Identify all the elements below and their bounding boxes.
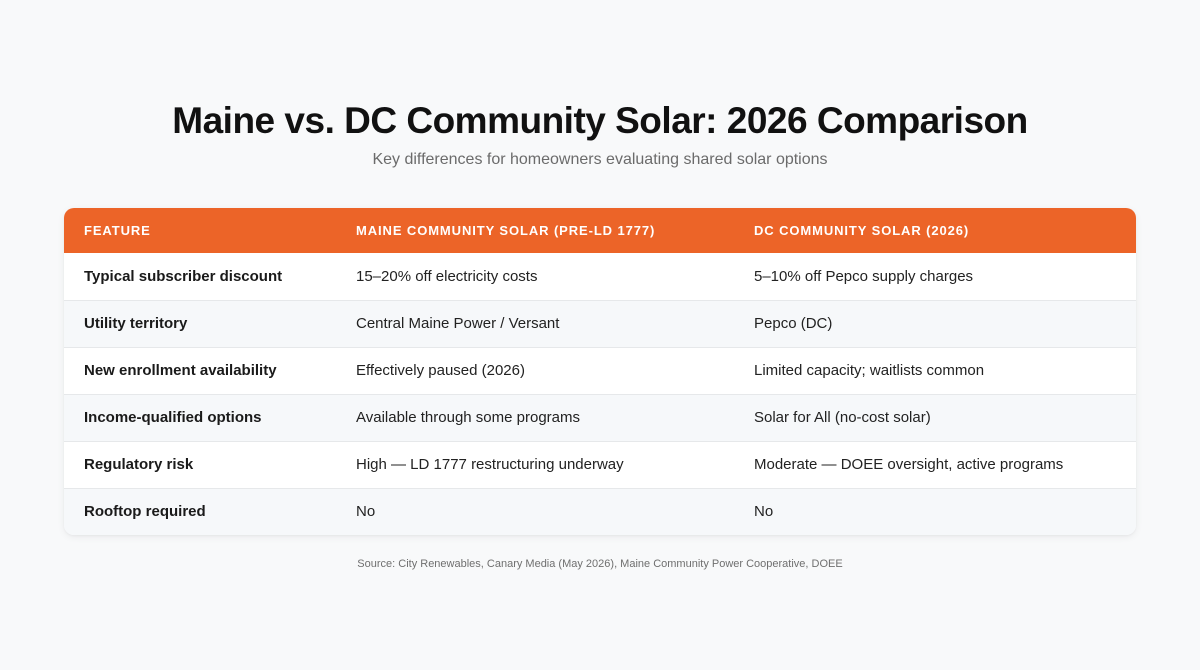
row-feature-label: Typical subscriber discount (84, 267, 283, 285)
table-row: Income-qualified options Available throu… (64, 394, 1136, 441)
row-feature-label: Utility territory (84, 315, 188, 332)
row-dc-value: Moderate — DOEE oversight, active progra… (754, 456, 1064, 473)
table-row: Regulatory risk High — LD 1777 restructu… (64, 441, 1136, 488)
row-dc-value: Solar for All (no-cost solar) (754, 409, 931, 426)
column-header-dc: DC Community Solar (2026) (754, 223, 970, 238)
comparison-table-card: Feature Maine Community Solar (Pre-LD 17… (64, 208, 1136, 535)
row-feature-label: Rooftop required (84, 503, 206, 521)
table-row: Typical subscriber discount 15–20% off e… (64, 253, 1136, 300)
row-feature-label: Income-qualified options (84, 409, 262, 426)
row-maine-value: No (356, 503, 376, 521)
comparison-table: Feature Maine Community Solar (Pre-LD 17… (64, 208, 1136, 535)
table-row: New enrollment availability Effectively … (64, 347, 1136, 394)
table-row: Rooftop required No No (64, 488, 1136, 535)
row-feature-label: Regulatory risk (84, 456, 194, 473)
row-dc-value: Pepco (DC) (754, 315, 833, 332)
row-feature-label: New enrollment availability (84, 362, 277, 379)
table-row: Utility territory Central Maine Power / … (64, 300, 1136, 347)
page-title: Maine vs. DC Community Solar: 2026 Compa… (172, 100, 1028, 141)
row-dc-value: 5–10% off Pepco supply charges (754, 267, 974, 285)
table-header-row: Feature Maine Community Solar (Pre-LD 17… (64, 208, 1136, 253)
column-header-maine: Maine Community Solar (Pre-LD 1777) (356, 223, 656, 238)
row-maine-value: Available through some programs (356, 409, 581, 426)
page-header: Maine vs. DC Community Solar: 2026 Compa… (0, 98, 1200, 171)
row-dc-value: No (754, 503, 774, 521)
source-note: Source: City Renewables, Canary Media (M… (357, 558, 843, 570)
row-maine-value: Central Maine Power / Versant (356, 315, 560, 332)
table-header: Feature Maine Community Solar (Pre-LD 17… (64, 208, 1136, 253)
row-maine-value: 15–20% off electricity costs (356, 267, 538, 285)
row-maine-value: High — LD 1777 restructuring underway (356, 456, 624, 473)
table-body: Typical subscriber discount 15–20% off e… (64, 253, 1136, 535)
column-header-feature: Feature (84, 223, 151, 238)
row-maine-value: Effectively paused (2026) (356, 362, 525, 379)
row-dc-value: Limited capacity; waitlists common (754, 362, 985, 379)
page-subtitle: Key differences for homeowners evaluatin… (372, 151, 828, 168)
